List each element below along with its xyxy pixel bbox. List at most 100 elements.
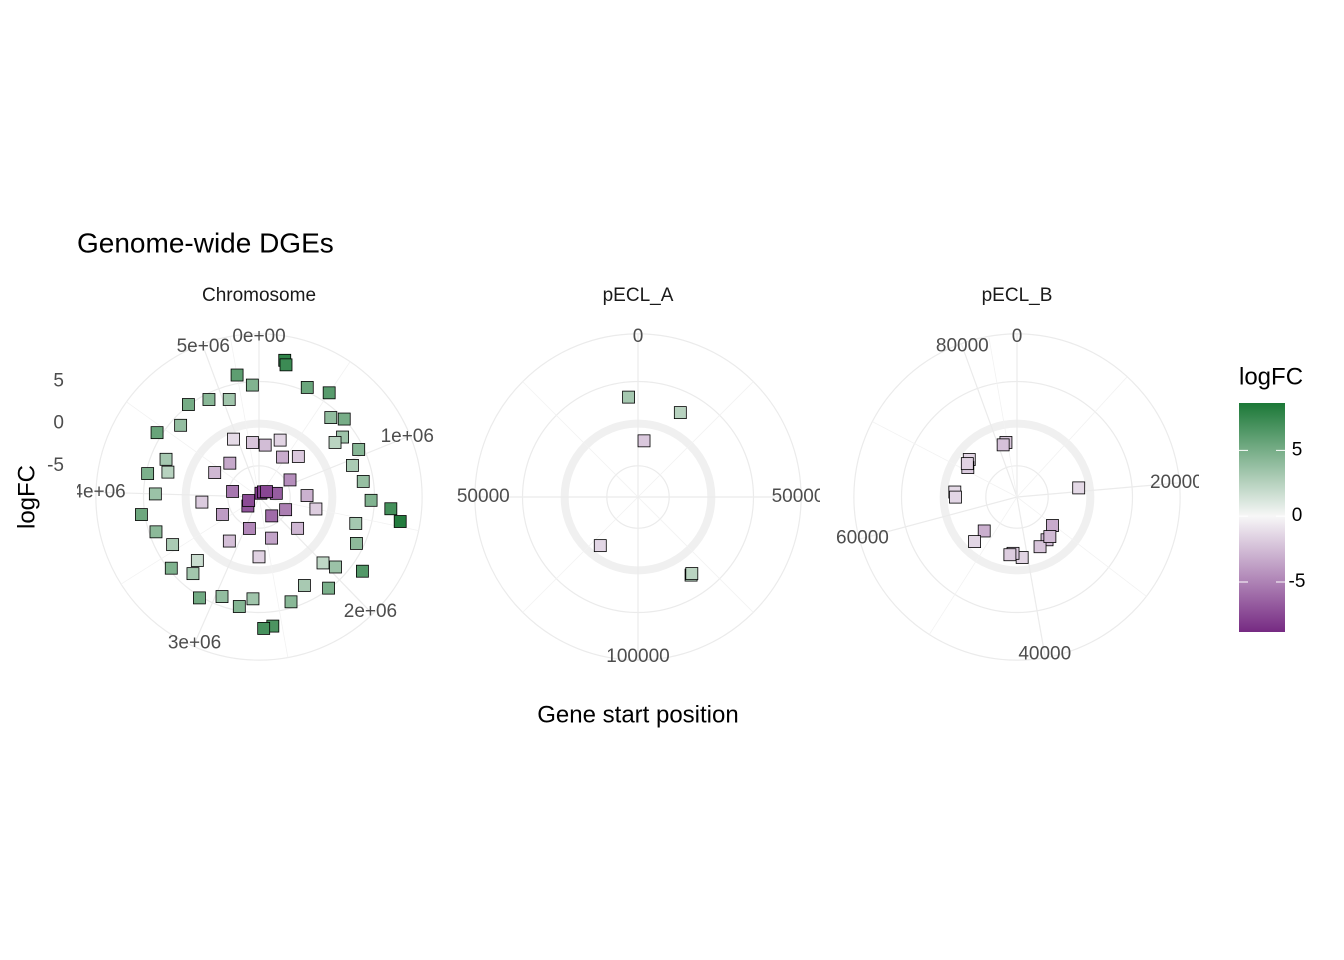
legend-title: logFC bbox=[1239, 363, 1303, 390]
point bbox=[190, 554, 204, 567]
grid-spoke-minor bbox=[988, 336, 1018, 498]
point bbox=[246, 436, 259, 449]
point bbox=[1072, 481, 1086, 495]
point bbox=[346, 459, 359, 472]
x-tick-label: 80000 bbox=[936, 336, 989, 357]
grid-spoke-minor bbox=[928, 496, 1018, 635]
point bbox=[226, 485, 240, 498]
point bbox=[276, 450, 289, 464]
x-tick-label: 0 bbox=[633, 326, 644, 347]
point bbox=[356, 564, 369, 578]
grid-spoke bbox=[1016, 482, 1180, 498]
grid-spoke-minor bbox=[120, 496, 260, 585]
point bbox=[222, 393, 236, 406]
point bbox=[159, 452, 173, 466]
colorbar bbox=[1239, 403, 1285, 632]
point bbox=[246, 592, 260, 606]
grid-spoke-minor bbox=[872, 421, 1018, 498]
y-axis-label: logFC bbox=[13, 465, 40, 529]
point bbox=[149, 525, 163, 539]
grid-spoke-minor bbox=[522, 381, 639, 498]
point bbox=[258, 438, 272, 452]
point bbox=[279, 358, 293, 372]
point bbox=[265, 509, 279, 523]
point bbox=[637, 434, 651, 448]
grid-spoke-minor bbox=[258, 496, 289, 658]
panel: 0 20000 40000 60000 80000 bbox=[836, 326, 1199, 665]
point bbox=[166, 538, 180, 552]
colorbar-tick-label: 5 bbox=[1292, 439, 1303, 460]
facet-title: Chromosome bbox=[202, 285, 316, 306]
point bbox=[161, 465, 175, 479]
grid-spoke bbox=[258, 435, 411, 498]
point bbox=[150, 426, 164, 440]
point bbox=[322, 581, 335, 595]
chart-title: Genome-wide DGEs bbox=[77, 227, 334, 258]
point bbox=[260, 485, 273, 498]
grid-spoke-minor bbox=[522, 496, 639, 613]
point bbox=[273, 433, 287, 447]
point bbox=[227, 432, 240, 446]
point bbox=[298, 579, 311, 592]
point bbox=[291, 450, 305, 463]
panel: 0 50000 100000 150000 bbox=[446, 326, 825, 667]
point bbox=[223, 456, 237, 470]
point bbox=[230, 368, 244, 382]
point bbox=[316, 556, 330, 570]
point bbox=[1003, 548, 1017, 562]
point bbox=[352, 443, 366, 456]
point bbox=[593, 539, 607, 553]
x-tick-label: 100000 bbox=[606, 646, 669, 667]
x-tick-label: 60000 bbox=[836, 527, 889, 548]
point bbox=[1043, 530, 1057, 543]
grid-spoke-minor bbox=[258, 361, 351, 498]
grid-spoke bbox=[192, 496, 260, 647]
facet-title: pECL_A bbox=[603, 285, 674, 306]
grid-spoke-minor bbox=[258, 496, 419, 531]
grid-spoke-minor bbox=[1016, 376, 1128, 498]
point bbox=[284, 595, 298, 609]
point bbox=[242, 494, 256, 507]
point bbox=[283, 473, 297, 487]
point bbox=[195, 495, 209, 509]
point bbox=[164, 561, 178, 575]
point bbox=[384, 502, 398, 516]
y-tick-label: -5 bbox=[47, 455, 64, 476]
grid-spoke bbox=[859, 496, 1018, 540]
grid-spoke bbox=[960, 343, 1018, 498]
point bbox=[193, 591, 206, 605]
grid-spoke-minor bbox=[637, 496, 754, 613]
point bbox=[232, 600, 246, 613]
point bbox=[622, 390, 635, 404]
point bbox=[215, 590, 229, 603]
colorbar-tick-label: 0 bbox=[1292, 505, 1303, 526]
grid-spoke bbox=[201, 343, 260, 498]
point bbox=[182, 398, 195, 411]
point bbox=[257, 622, 271, 635]
grid-spoke bbox=[1016, 496, 1046, 658]
point bbox=[300, 489, 314, 502]
point bbox=[1046, 519, 1059, 532]
point bbox=[328, 436, 342, 449]
x-tick-label: 50000 bbox=[772, 486, 825, 507]
x-tick-label: 150000 bbox=[446, 486, 509, 507]
point bbox=[1033, 540, 1047, 554]
point bbox=[174, 418, 188, 432]
point bbox=[279, 503, 293, 517]
point bbox=[265, 531, 278, 545]
point bbox=[208, 466, 222, 479]
point bbox=[216, 508, 229, 521]
point bbox=[300, 381, 314, 394]
grid-spoke-minor bbox=[637, 381, 754, 498]
point bbox=[393, 515, 407, 528]
point bbox=[186, 567, 200, 581]
x-tick-label: 0 bbox=[1012, 326, 1023, 347]
panel: 0e+00 1e+06 2e+06 3e+06 4e+06 5e+06 bbox=[77, 326, 434, 661]
point bbox=[673, 406, 687, 420]
point bbox=[364, 493, 378, 507]
point bbox=[245, 378, 259, 392]
x-tick-label: 5e+06 bbox=[177, 336, 230, 357]
point bbox=[291, 521, 305, 535]
point bbox=[309, 502, 323, 516]
